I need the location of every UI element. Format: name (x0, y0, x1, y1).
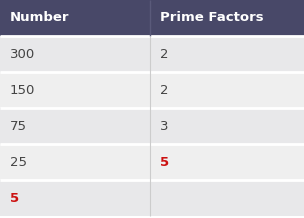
Text: Prime Factors: Prime Factors (161, 12, 264, 24)
Text: 5: 5 (161, 155, 170, 169)
Text: 2: 2 (161, 83, 169, 97)
Text: Number: Number (10, 12, 70, 24)
Bar (150, 108, 304, 144)
Bar (0, 108, 150, 144)
Bar (0, 36, 150, 72)
Bar (0, 144, 150, 180)
Text: 300: 300 (10, 48, 35, 61)
Text: 2: 2 (161, 48, 169, 61)
Bar (150, 72, 304, 108)
Text: 75: 75 (10, 119, 27, 133)
Bar (150, 36, 304, 72)
Bar (0, 0, 150, 36)
Text: 25: 25 (10, 155, 27, 169)
Bar (0, 72, 150, 108)
Bar (150, 144, 304, 180)
Bar (150, 180, 304, 216)
Bar (150, 0, 304, 36)
Text: 5: 5 (10, 191, 19, 204)
Bar (0, 180, 150, 216)
Text: 150: 150 (10, 83, 35, 97)
Text: 3: 3 (161, 119, 169, 133)
